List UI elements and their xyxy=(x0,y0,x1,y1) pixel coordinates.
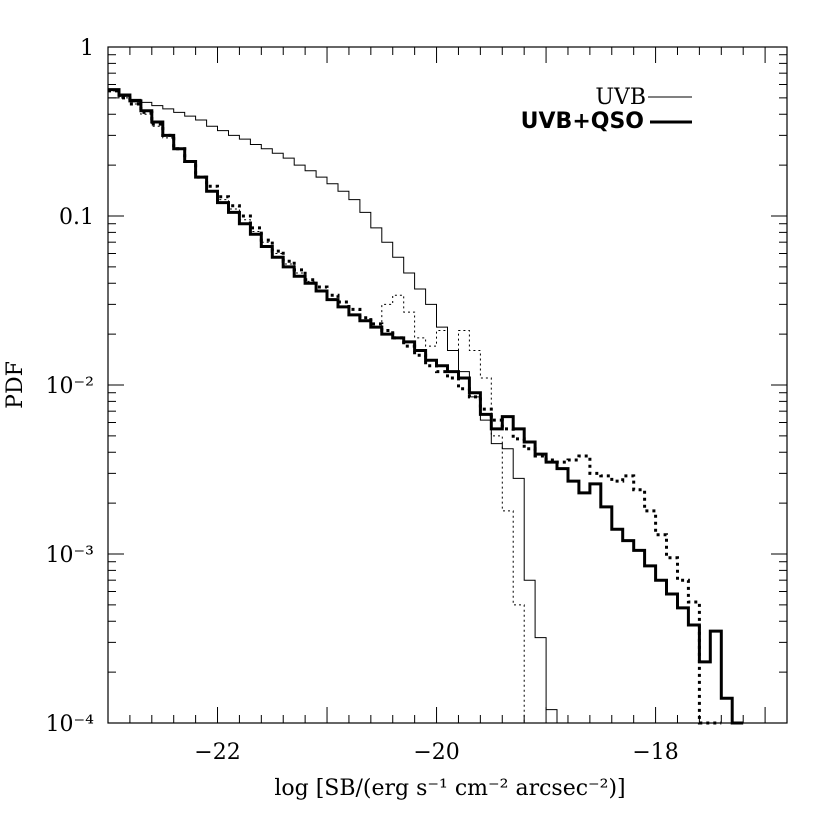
x-tick-label: −20 xyxy=(413,740,459,765)
y-tick-label: 0.1 xyxy=(59,205,94,230)
tick-layer xyxy=(107,47,788,724)
x-tick-label: −18 xyxy=(632,740,678,765)
y-axis-label: PDF xyxy=(3,361,28,409)
plot-frame xyxy=(107,46,788,724)
x-tick-label: −22 xyxy=(194,740,240,765)
series-line-thick-dotted xyxy=(108,89,722,725)
series-layer xyxy=(108,88,744,725)
y-tick-label: 1 xyxy=(80,36,94,61)
y-tick-label: 10⁻² xyxy=(46,374,94,399)
y-tick-label: 10⁻⁴ xyxy=(46,712,95,737)
label-layer: −22 −20 −18 1 0.1 10⁻² 10⁻³ 10⁻⁴ xyxy=(46,36,679,765)
legend-label-uvb-qso: UVB+QSO xyxy=(521,109,644,134)
legend-label-uvb: UVB xyxy=(595,85,646,110)
series-line-uvb-qso xyxy=(108,88,744,725)
series-line-uvb xyxy=(108,95,579,724)
x-axis-label: log [SB/(erg s⁻¹ cm⁻² arcsec⁻²)] xyxy=(274,776,625,801)
series-line-thin-dotted xyxy=(108,90,536,724)
y-tick-label: 10⁻³ xyxy=(46,543,94,568)
